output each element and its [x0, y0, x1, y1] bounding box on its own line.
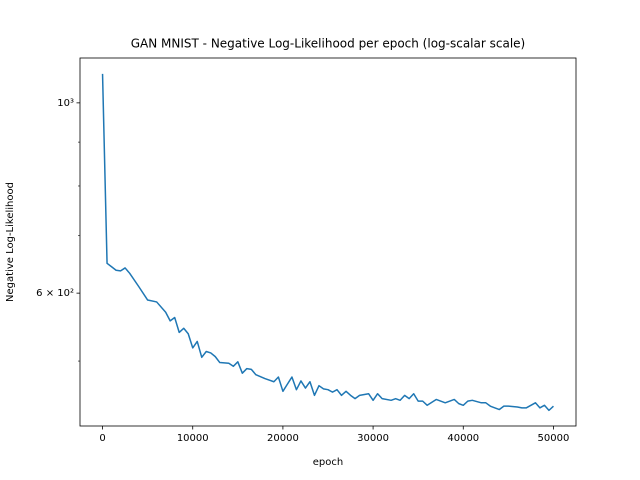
x-tick-label: 0 — [99, 433, 105, 444]
data-line — [101, 73, 554, 412]
y-tick-label: 10³ — [57, 98, 74, 109]
y-tick-label: 6 × 10² — [36, 288, 74, 299]
y-axis-label: Negative Log-Likelihood — [5, 182, 16, 302]
x-tick-label: 10000 — [177, 433, 209, 444]
x-tick-label: 20000 — [267, 433, 299, 444]
x-tick-label: 50000 — [538, 433, 570, 444]
chart-title: GAN MNIST - Negative Log-Likelihood per … — [131, 37, 525, 51]
x-tick-label: 30000 — [357, 433, 389, 444]
x-tick-label: 40000 — [447, 433, 479, 444]
x-axis-label: epoch — [313, 457, 343, 468]
plot-frame — [79, 57, 577, 427]
